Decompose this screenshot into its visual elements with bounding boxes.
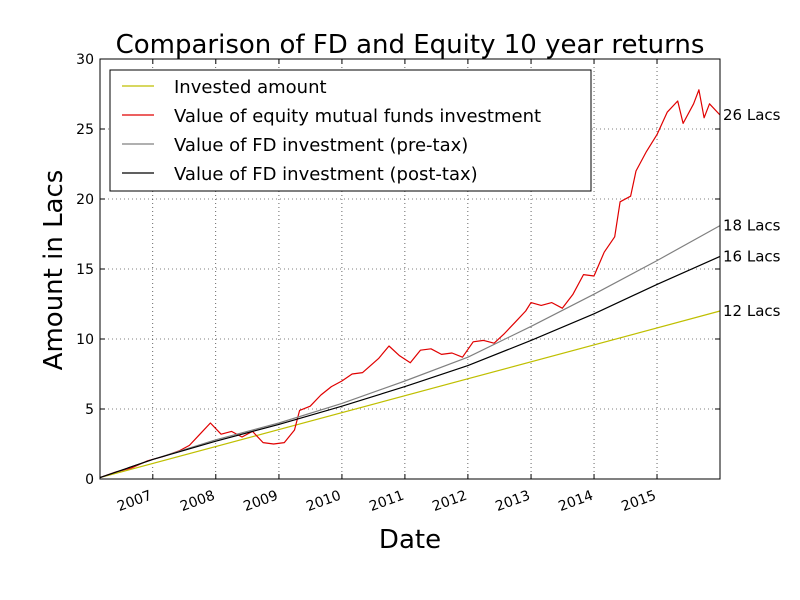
y-tick-label: 30	[76, 52, 94, 68]
x-tick-label: 2010	[304, 488, 343, 515]
series-line-2	[99, 225, 721, 479]
y-tick-label: 20	[76, 192, 94, 208]
y-tick-label: 25	[76, 122, 94, 138]
y-tick-label: 0	[85, 472, 94, 488]
y-tick-label: 15	[76, 262, 94, 278]
legend-label-0: Invested amount	[174, 77, 327, 98]
end-label-2: 18 Lacs	[723, 217, 781, 235]
end-label-3: 16 Lacs	[723, 247, 781, 265]
x-tick-label: 2008	[178, 488, 217, 515]
series-layer	[99, 89, 721, 479]
x-tick-label: 2011	[367, 488, 406, 515]
series-line-0	[99, 310, 721, 479]
x-tick-label: 2009	[241, 488, 280, 515]
end-label-1: 26 Lacs	[723, 106, 781, 124]
x-tick-label: 2014	[556, 488, 595, 515]
legend-label-2: Value of FD investment (pre-tax)	[174, 135, 468, 156]
x-axis-label: Date	[379, 525, 441, 555]
chart-title: Comparison of FD and Equity 10 year retu…	[116, 30, 705, 60]
series-line-1	[99, 89, 721, 479]
legend-label-3: Value of FD investment (post-tax)	[174, 164, 478, 185]
x-tick-label: 2007	[115, 488, 154, 515]
x-tick-label: 2015	[619, 488, 658, 515]
y-axis-label: Amount in Lacs	[39, 170, 69, 371]
legend-entries: Invested amount Value of equity mutual fu…	[122, 77, 541, 185]
end-labels: 12 Lacs 26 Lacs 18 Lacs 16 Lacs	[723, 106, 781, 320]
y-tick-label: 5	[85, 402, 94, 418]
legend-label-1: Value of equity mutual funds investment	[174, 106, 541, 127]
y-tick-label: 10	[76, 332, 94, 348]
series-line-3	[99, 255, 721, 479]
legend-box	[109, 69, 592, 192]
legend: Invested amount Value of equity mutual fu…	[109, 69, 592, 192]
end-label-0: 12 Lacs	[723, 302, 781, 320]
x-tick-label: 2013	[493, 488, 532, 515]
x-tick-label: 2012	[430, 488, 469, 515]
